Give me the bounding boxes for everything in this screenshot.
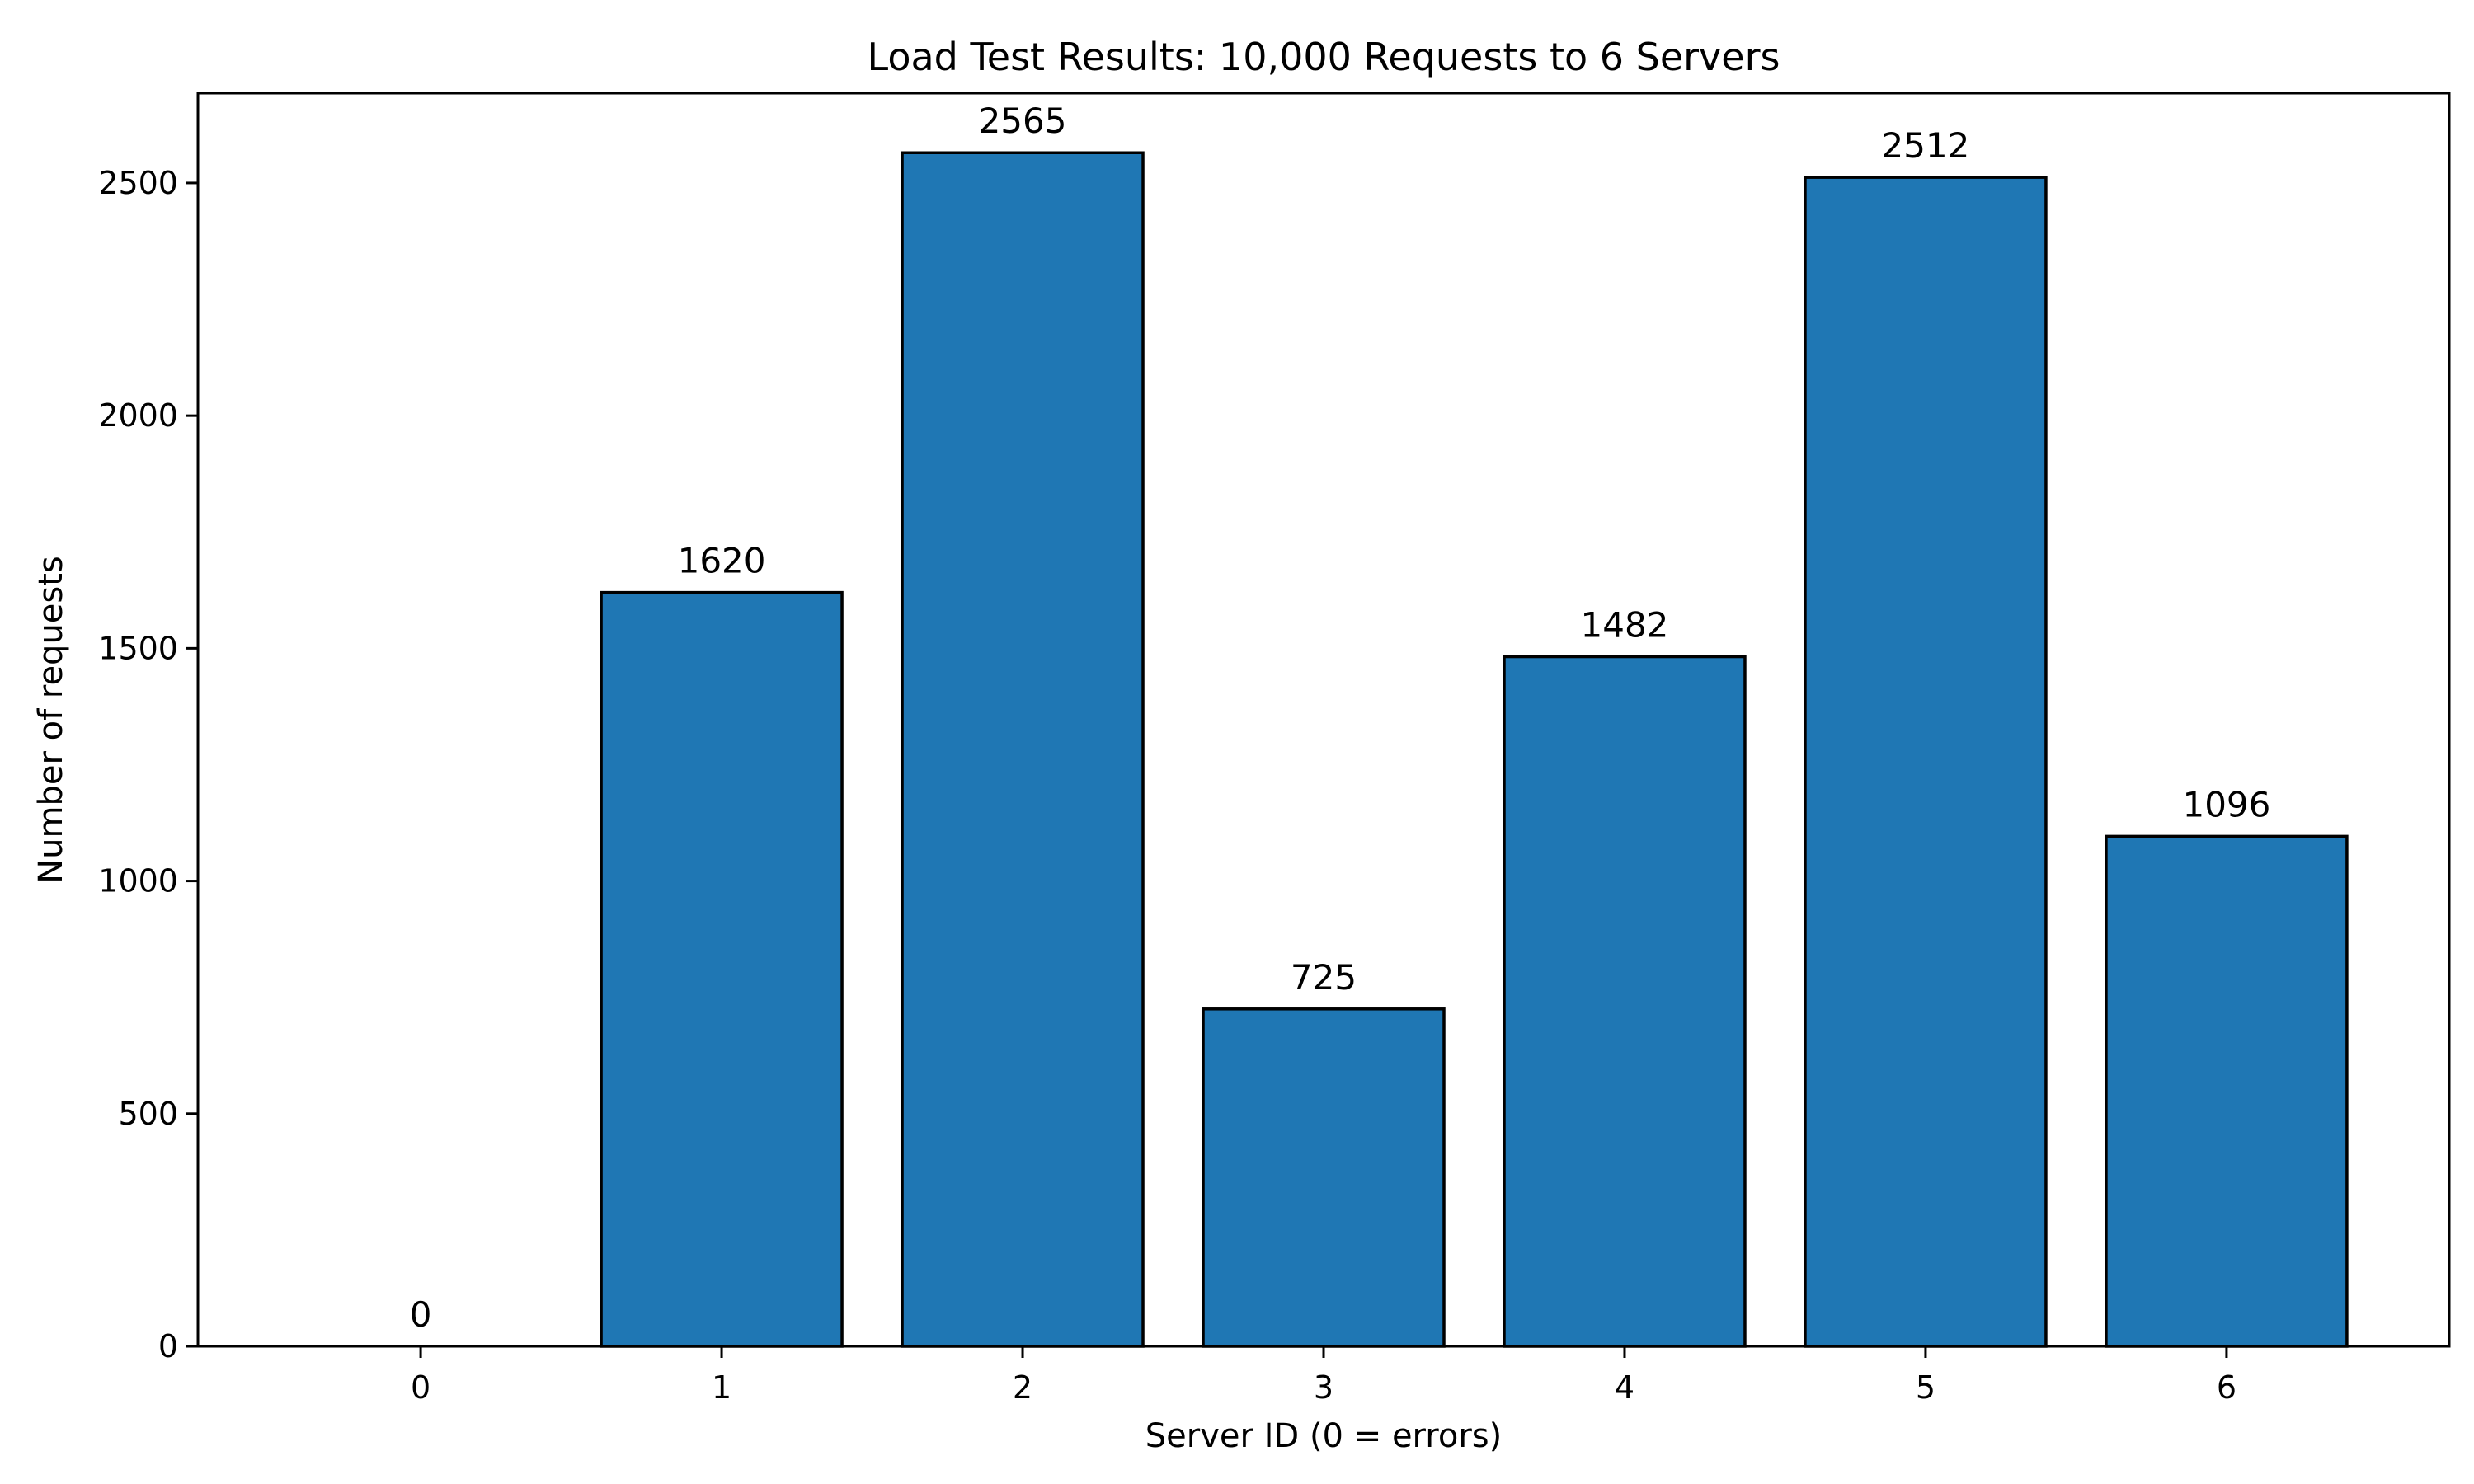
data-labels-group: 0 1620 2565 725 1482 2512 1096 — [410, 101, 2271, 1335]
x-tick-label: 6 — [2217, 1369, 2236, 1406]
chart-title: Load Test Results: 10,000 Requests to 6 … — [868, 35, 1780, 79]
x-tick-label: 3 — [1314, 1369, 1333, 1406]
y-tick-label: 2000 — [98, 397, 178, 434]
bar-server-5 — [1804, 176, 2048, 1348]
y-tick-label: 1000 — [98, 863, 178, 899]
y-tick-label: 2500 — [98, 165, 178, 201]
bar-value-label: 725 — [1291, 957, 1357, 998]
bar-value-label: 2512 — [1882, 125, 1970, 166]
y-axis-label: Number of requests — [32, 556, 70, 884]
bar-server-6 — [2105, 834, 2349, 1348]
y-tick-label: 0 — [158, 1328, 178, 1364]
x-tick-label: 2 — [1013, 1369, 1032, 1406]
bar-server-4 — [1503, 655, 1747, 1348]
bar-value-label: 1482 — [1581, 605, 1669, 646]
bar-server-3 — [1202, 1007, 1446, 1348]
bar-value-label: 2565 — [979, 101, 1067, 141]
x-axis-label: Server ID (0 = errors) — [1145, 1417, 1502, 1455]
bar-server-1 — [600, 590, 844, 1348]
x-axis: 0 1 2 3 4 5 6 — [411, 1346, 2236, 1406]
y-axis: 0 500 1000 1500 2000 2500 — [98, 165, 198, 1364]
x-tick-label: 0 — [411, 1369, 430, 1406]
bar-server-2 — [901, 151, 1145, 1348]
plot-frame — [196, 92, 2451, 1348]
bar-value-label: 0 — [410, 1294, 432, 1335]
bar-value-label: 1096 — [2182, 784, 2270, 824]
x-tick-label: 4 — [1615, 1369, 1634, 1406]
bar-value-label: 1620 — [678, 541, 766, 581]
x-tick-label: 1 — [712, 1369, 731, 1406]
bars-group — [600, 151, 2349, 1348]
y-tick-label: 1500 — [98, 630, 178, 666]
y-tick-label: 500 — [118, 1096, 178, 1132]
x-tick-label: 5 — [1916, 1369, 1935, 1406]
